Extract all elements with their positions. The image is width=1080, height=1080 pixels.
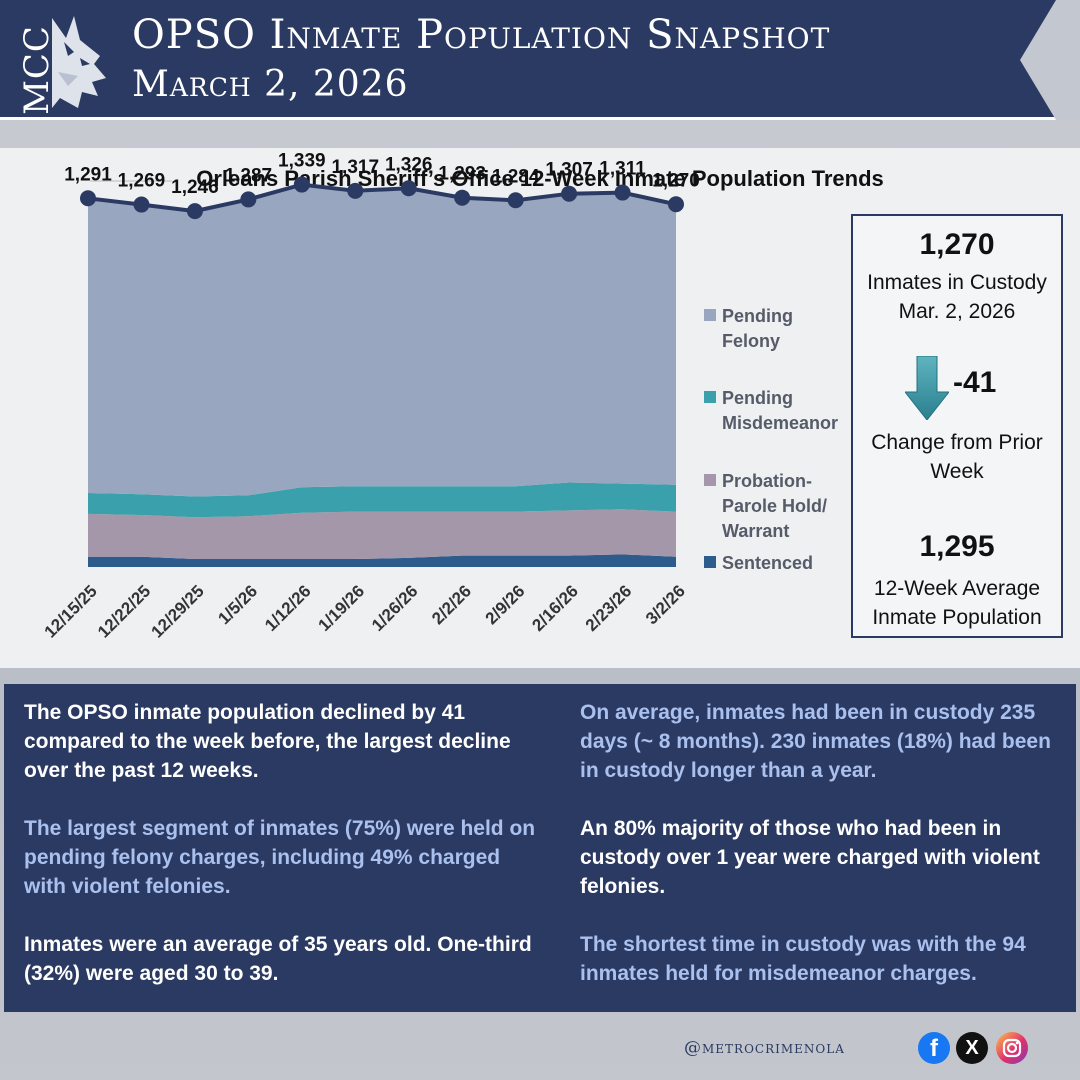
total-point bbox=[507, 192, 524, 209]
chart-legend: Pending Felony Pending Misdemeanor Probation… bbox=[704, 306, 838, 573]
average-label-line-1: 12-Week Average bbox=[873, 577, 1041, 600]
x-tick-label: 1/19/26 bbox=[315, 581, 369, 635]
total-line bbox=[87, 182, 677, 214]
x-icon[interactable]: X bbox=[956, 1032, 988, 1064]
total-point bbox=[668, 196, 684, 213]
legend-label: Sentenced bbox=[722, 553, 813, 573]
total-point bbox=[186, 203, 203, 220]
social-handle-link[interactable]: @metrocrimenola bbox=[684, 1038, 845, 1058]
x-tick-label: 1/12/26 bbox=[261, 581, 315, 635]
finding-population-decline: The OPSO inmate population declined by 4… bbox=[24, 701, 511, 782]
total-data-label: 1,339 bbox=[278, 151, 326, 172]
instagram-icon[interactable] bbox=[996, 1032, 1028, 1064]
change-label-line-1: Change from Prior bbox=[871, 431, 1043, 454]
total-point bbox=[454, 189, 471, 206]
total-point bbox=[240, 191, 257, 208]
x-tick-label: 12/29/25 bbox=[148, 581, 208, 641]
current-population-label: Inmates in Custody Mar. 2, 2026 bbox=[853, 268, 1061, 326]
weekly-change-value: -41 bbox=[953, 366, 997, 399]
total-point bbox=[293, 176, 310, 193]
change-label-line-2: Week bbox=[930, 460, 984, 483]
x-tick-label: 3/2/26 bbox=[642, 581, 689, 628]
x-tick-label: 12/22/25 bbox=[94, 581, 154, 641]
total-data-label: 1,326 bbox=[385, 154, 433, 175]
current-label-line-2: Mar. 2, 2026 bbox=[898, 300, 1016, 323]
header-banner: MCC OPSO Inmate Population Snapshot Marc… bbox=[0, 0, 1080, 120]
total-data-label: 1,270 bbox=[652, 170, 700, 191]
total-data-label: 1,293 bbox=[438, 164, 486, 185]
x-tick-label: 2/16/26 bbox=[528, 581, 582, 635]
x-tick-label: 12/15/25 bbox=[41, 581, 101, 641]
legend-swatch bbox=[704, 556, 716, 568]
total-data-label: 1,246 bbox=[171, 177, 219, 198]
area-probation-parole-hold-warrant bbox=[88, 509, 676, 559]
x-tick-label: 1/26/26 bbox=[368, 581, 422, 635]
finding-age: Inmates were an average of 35 years old.… bbox=[24, 933, 532, 985]
current-population-value: 1,270 bbox=[919, 228, 995, 261]
x-tick-label: 2/2/26 bbox=[428, 581, 475, 628]
legend-label: Pending Felony bbox=[722, 306, 793, 351]
facebook-icon[interactable]: f bbox=[918, 1032, 950, 1064]
legend-swatch bbox=[704, 391, 716, 403]
finding-misdemeanor: The shortest time in custody was with th… bbox=[580, 933, 1026, 985]
legend-swatch bbox=[704, 309, 716, 321]
total-point bbox=[347, 182, 364, 199]
current-label-line-1: Inmates in Custody bbox=[867, 271, 1047, 294]
total-point bbox=[614, 184, 631, 201]
area-pending-felony bbox=[88, 184, 676, 497]
legend-label: Pending Misdemeanor bbox=[722, 388, 838, 433]
total-data-label: 1,287 bbox=[225, 165, 273, 186]
weekly-change-label: Change from Prior Week bbox=[853, 428, 1061, 486]
area-layers bbox=[88, 184, 676, 567]
total-point bbox=[80, 190, 96, 207]
average-population-value: 1,295 bbox=[919, 530, 995, 563]
x-tick-label: 1/5/26 bbox=[214, 581, 261, 628]
stats-box: 1,270 Inmates in Custody Mar. 2, 2026 -4… bbox=[851, 214, 1063, 638]
finding-pending-felony: The largest segment of inmates (75%) wer… bbox=[24, 817, 536, 898]
total-data-label: 1,269 bbox=[118, 171, 166, 192]
total-data-label: 1,317 bbox=[331, 157, 379, 178]
x-tick-label: 2/23/26 bbox=[582, 581, 636, 635]
finding-violent-felonies: An 80% majority of those who had been in… bbox=[580, 817, 1040, 898]
average-label-line-2: Inmate Population bbox=[872, 606, 1042, 629]
total-data-label: 1,311 bbox=[599, 159, 646, 180]
down-arrow-icon bbox=[905, 356, 949, 420]
finding-time-in-custody: On average, inmates had been in custody … bbox=[580, 701, 1051, 782]
page-title: OPSO Inmate Population Snapshot bbox=[132, 12, 831, 58]
total-point bbox=[400, 180, 417, 197]
findings-panel bbox=[4, 684, 1076, 1012]
legend-swatch bbox=[704, 474, 716, 486]
total-data-label: 1,307 bbox=[545, 160, 593, 181]
total-point bbox=[561, 185, 578, 202]
average-population-label: 12-Week Average Inmate Population bbox=[853, 574, 1061, 632]
total-point bbox=[133, 196, 150, 213]
mcc-logo: MCC bbox=[8, 12, 120, 115]
area-sentenced bbox=[88, 554, 676, 567]
total-data-label: 1,291 bbox=[64, 164, 112, 185]
wolf-head-icon bbox=[52, 16, 106, 108]
x-tick-label: 2/9/26 bbox=[482, 581, 529, 628]
instagram-glyph bbox=[1002, 1038, 1022, 1058]
legend-label: Probation-Parole Hold/Warrant bbox=[722, 471, 827, 541]
page-date: March 2, 2026 bbox=[132, 64, 409, 105]
area-pending-misdemeanor bbox=[88, 482, 676, 518]
total-data-label: 1,284 bbox=[492, 166, 540, 187]
